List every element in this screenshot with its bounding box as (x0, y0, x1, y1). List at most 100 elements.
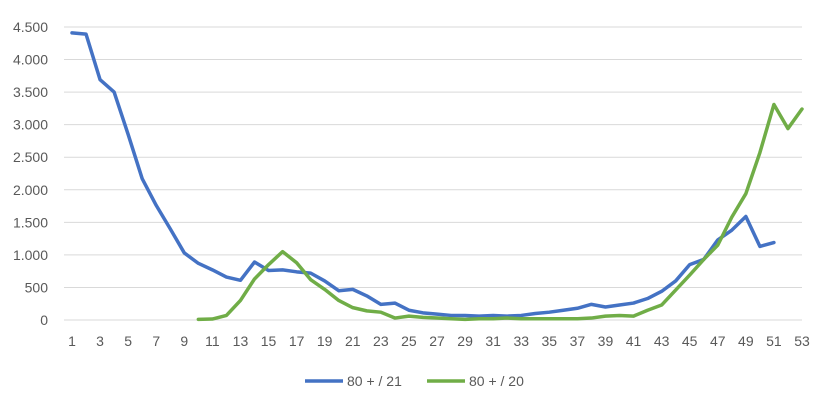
x-tick-label: 17 (289, 333, 305, 349)
data-point (604, 306, 606, 308)
data-point (590, 303, 592, 305)
data-point (801, 108, 803, 110)
x-tick-label: 25 (401, 333, 417, 349)
data-point (239, 279, 241, 281)
data-point (492, 314, 494, 316)
data-point (703, 258, 705, 260)
data-point (436, 317, 438, 319)
data-point (366, 295, 368, 297)
data-point (268, 270, 270, 272)
data-point (239, 299, 241, 301)
x-tick-label: 3 (96, 333, 104, 349)
x-tick-label: 45 (682, 333, 698, 349)
legend-label: 80 + / 21 (347, 373, 402, 389)
data-point (745, 193, 747, 195)
data-point (675, 280, 677, 282)
x-tick-label: 31 (485, 333, 501, 349)
data-point (394, 317, 396, 319)
x-tick-label: 9 (180, 333, 188, 349)
x-tick-label: 7 (152, 333, 160, 349)
data-point (113, 91, 115, 93)
data-point (759, 152, 761, 154)
series-points-2 (197, 103, 803, 320)
data-point (254, 278, 255, 280)
data-point (619, 314, 620, 316)
data-point (324, 280, 326, 282)
x-axis: 1 3 5 7 9 11 13 15 17 19 21 23 25 27 29 31 33 35 37 39 41 43 4… (68, 333, 810, 349)
data-point (520, 318, 522, 320)
data-point (478, 315, 480, 317)
data-point (380, 311, 382, 313)
data-point (268, 264, 270, 266)
series-points-1 (71, 32, 775, 317)
x-tick-label: 15 (261, 333, 277, 349)
data-point (211, 269, 213, 271)
x-tick-label: 43 (654, 333, 670, 349)
legend: 80 + / 21 80 + / 20 (305, 373, 524, 389)
y-tick-label: 0 (40, 312, 48, 328)
data-point (717, 244, 719, 246)
data-point (310, 272, 312, 274)
data-point (450, 314, 452, 316)
data-point (548, 318, 550, 320)
data-point (492, 318, 494, 320)
x-tick-label: 11 (205, 333, 220, 349)
data-point (520, 314, 522, 316)
data-point (731, 229, 733, 231)
data-point (675, 289, 677, 291)
x-tick-label: 53 (794, 333, 810, 349)
data-point (534, 312, 536, 314)
data-point (85, 33, 87, 35)
y-tick-label: 1.000 (13, 247, 48, 263)
data-point (450, 318, 452, 320)
data-point (647, 309, 649, 311)
x-tick-label: 41 (626, 333, 642, 349)
data-point (478, 318, 480, 320)
x-tick-label: 19 (317, 333, 333, 349)
x-tick-label: 37 (570, 333, 586, 349)
data-point (647, 298, 649, 300)
data-point (562, 318, 564, 320)
x-tick-label: 33 (513, 333, 529, 349)
data-point (310, 279, 312, 281)
x-tick-label: 13 (233, 333, 249, 349)
data-point (225, 276, 227, 278)
x-tick-label: 21 (345, 333, 361, 349)
y-tick-label: 3.500 (13, 84, 48, 100)
data-point (352, 288, 354, 290)
data-point (127, 133, 129, 135)
data-point (282, 269, 284, 271)
data-point (183, 252, 185, 254)
data-point (576, 318, 578, 320)
data-point (787, 128, 789, 130)
data-point (576, 307, 578, 309)
x-tick-label: 29 (457, 333, 473, 349)
y-axis: 0 500 1.000 1.500 2.000 2.500 3.000 3.500 4.000 4… (13, 19, 48, 328)
data-point (324, 288, 326, 290)
y-tick-label: 2.000 (13, 182, 48, 198)
x-tick-label: 47 (710, 333, 726, 349)
data-point (141, 178, 143, 180)
data-point (661, 304, 663, 306)
legend-label: 80 + / 20 (469, 373, 524, 389)
data-point (408, 315, 410, 317)
x-tick-label: 27 (429, 333, 445, 349)
data-point (604, 315, 606, 317)
data-point (197, 262, 199, 264)
x-tick-label: 23 (373, 333, 389, 349)
data-point (562, 309, 564, 311)
data-point (689, 274, 691, 276)
x-tick-label: 49 (738, 333, 754, 349)
data-point (296, 262, 298, 264)
gridlines (64, 26, 802, 321)
data-point (464, 314, 466, 316)
data-point (254, 261, 255, 263)
x-tick-label: 51 (766, 333, 782, 349)
data-point (99, 79, 101, 81)
y-tick-label: 1.500 (13, 214, 48, 230)
legend-item-1: 80 + / 21 (305, 373, 402, 389)
data-point (731, 216, 733, 218)
y-tick-label: 4.500 (13, 19, 48, 35)
data-point (590, 317, 592, 319)
y-tick-label: 500 (25, 279, 49, 295)
